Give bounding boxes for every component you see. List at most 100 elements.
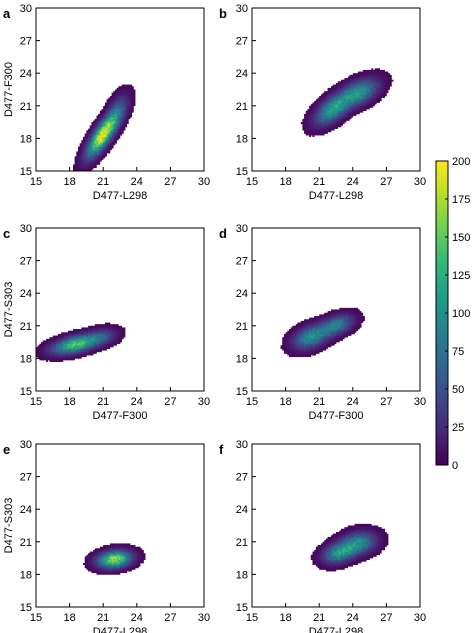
- heatmap-cell: [106, 118, 109, 121]
- heatmap-cell: [116, 138, 119, 141]
- heatmap-cell: [104, 569, 107, 572]
- heatmap-cell: [325, 546, 328, 549]
- heatmap-cell: [74, 350, 77, 353]
- heatmap-cell: [84, 140, 87, 142]
- heatmap-cell: [339, 536, 342, 539]
- heatmap-cell: [315, 350, 318, 353]
- heatmap-cell: [339, 86, 342, 89]
- heatmap-cell: [116, 96, 119, 98]
- heatmap-cell: [86, 161, 89, 164]
- heatmap-cell: [98, 558, 101, 561]
- heatmap-cell: [88, 154, 91, 157]
- heatmap-cell: [357, 91, 360, 94]
- heatmap-cell: [111, 558, 114, 561]
- heatmap-cell: [128, 91, 131, 94]
- heatmap-cell: [111, 332, 114, 335]
- heatmap-cell: [315, 337, 318, 340]
- heatmap-cell: [114, 135, 117, 138]
- heatmap-cell: [324, 324, 327, 327]
- heatmap-cell: [103, 567, 106, 570]
- heatmap-cell: [79, 346, 82, 349]
- heatmap-cell: [319, 330, 322, 333]
- heatmap-cell: [337, 554, 340, 557]
- panel-e: 15 18 21 24 27 30151821242730D477-L298D477-S3…: [3, 439, 210, 633]
- heatmap-cell: [79, 330, 82, 333]
- heatmap-cell: [367, 102, 370, 105]
- heatmap-cell: [344, 536, 347, 539]
- heatmap-cell: [372, 73, 375, 76]
- heatmap-cell: [374, 74, 377, 77]
- heatmap-cell: [93, 348, 96, 351]
- heatmap-cell: [99, 549, 102, 552]
- heatmap-cell: [332, 340, 335, 343]
- heatmap-cell: [116, 112, 119, 115]
- heatmap-cell: [317, 322, 320, 325]
- heatmap-cell: [103, 572, 106, 575]
- heatmap-cell: [86, 135, 89, 138]
- heatmap-cell: [96, 143, 99, 146]
- heatmap-cell: [376, 73, 379, 76]
- heatmap-cell: [96, 123, 99, 126]
- heatmap-cell: [302, 338, 305, 341]
- heatmap-cell: [356, 311, 359, 314]
- heatmap-cell: [47, 350, 50, 353]
- heatmap-cell: [91, 554, 94, 557]
- heatmap-cell: [91, 553, 94, 556]
- heatmap-cell: [315, 325, 318, 328]
- heatmap-cell: [292, 332, 295, 335]
- heatmap-cell: [325, 559, 328, 562]
- x-tick-label: 30: [414, 396, 426, 408]
- y-tick-label: 30: [236, 3, 248, 15]
- heatmap-cell: [332, 322, 335, 325]
- heatmap-cell: [362, 71, 365, 74]
- heatmap-cell: [111, 138, 114, 141]
- heatmap-cell: [128, 112, 131, 115]
- heatmap-cell: [128, 559, 131, 562]
- heatmap-cell: [349, 112, 352, 115]
- heatmap-cell: [324, 110, 327, 113]
- heatmap-cell: [342, 322, 345, 325]
- y-tick-label: 27: [20, 472, 32, 484]
- heatmap-cell: [330, 112, 333, 115]
- heatmap-cell: [384, 79, 387, 82]
- heatmap-cell: [310, 348, 313, 351]
- heatmap-cell: [300, 325, 303, 328]
- heatmap-cell: [346, 543, 349, 546]
- heatmap-cell: [315, 346, 318, 349]
- heatmap-cell: [334, 84, 337, 87]
- heatmap-cell: [114, 329, 117, 331]
- heatmap-cell: [378, 76, 380, 79]
- heatmap-cell: [120, 123, 122, 126]
- heatmap-cell: [369, 100, 372, 103]
- heatmap-cell: [118, 562, 121, 565]
- y-tick-label: 21: [236, 321, 248, 333]
- heatmap-cell: [46, 343, 49, 346]
- heatmap-cell: [62, 350, 65, 353]
- heatmap-cell: [304, 113, 307, 116]
- heatmap-cell: [307, 131, 310, 134]
- heatmap-cell: [88, 353, 91, 356]
- heatmap-cell: [128, 96, 131, 98]
- heatmap-cell: [98, 350, 101, 353]
- heatmap-cell: [67, 346, 70, 349]
- heatmap-cell: [305, 110, 308, 113]
- heatmap-cell: [67, 342, 70, 345]
- heatmap-cell: [89, 351, 92, 354]
- heatmap-cell: [352, 322, 355, 325]
- heatmap-cell: [295, 340, 298, 343]
- heatmap-cell: [299, 322, 302, 325]
- heatmap-cell: [113, 332, 116, 335]
- heatmap-cell: [357, 309, 360, 312]
- heatmap-cell: [84, 143, 87, 146]
- heatmap-cell: [116, 330, 119, 333]
- heatmap-cell: [108, 133, 111, 136]
- heatmap-cell: [307, 340, 310, 343]
- heatmap-cell: [369, 89, 372, 92]
- heatmap-cell: [84, 558, 87, 561]
- heatmap-cell: [324, 130, 327, 133]
- heatmap-cell: [336, 96, 338, 98]
- heatmap-cell: [130, 549, 133, 552]
- heatmap-cell: [356, 102, 359, 105]
- heatmap-cell: [314, 118, 317, 121]
- heatmap-cell: [109, 107, 112, 110]
